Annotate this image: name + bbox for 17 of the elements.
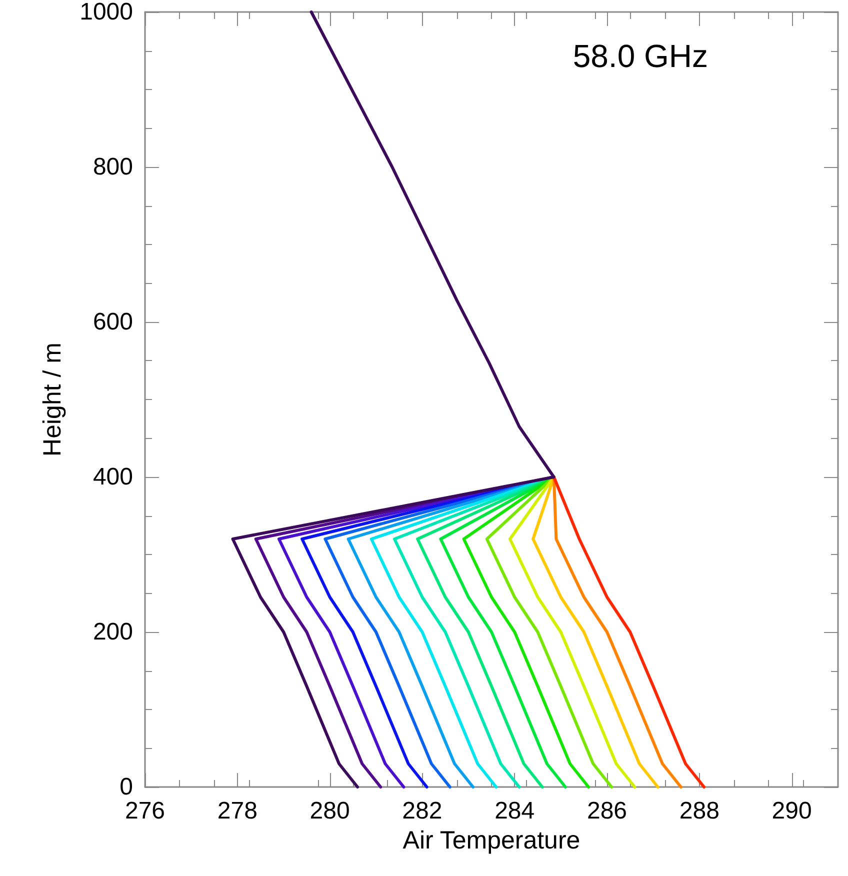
x-tick-label: 286 [586,798,628,824]
y-tick-label: 400 [92,464,133,490]
x-tick-label: 278 [217,798,258,824]
x-axis-title: Air Temperature [402,826,580,854]
x-tick-label: 290 [772,798,812,824]
x-tick-label: 276 [124,798,166,824]
y-tick-label: 200 [92,618,133,646]
y-tick-label: 800 [92,154,133,180]
y-tick-label: 600 [92,308,133,336]
y-tick-label: 0 [120,774,133,800]
x-tick-label: 288 [679,798,720,824]
annotation: 58.0 GHz [572,38,708,74]
y-axis-title: Height / m [38,342,66,456]
x-tick-label: 284 [494,798,535,824]
x-tick-label: 282 [402,798,442,824]
x-tick-label: 280 [310,798,350,824]
y-tick-label: 1000 [80,0,133,26]
